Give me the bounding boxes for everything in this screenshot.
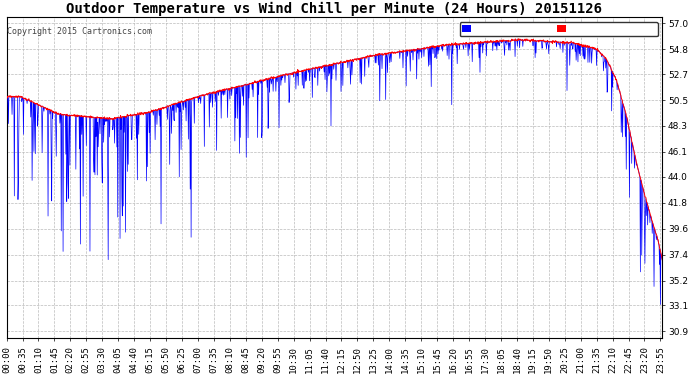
Text: Copyright 2015 Cartronics.com: Copyright 2015 Cartronics.com xyxy=(7,27,152,36)
Legend: Wind Chill (°F), Temperature (°F): Wind Chill (°F), Temperature (°F) xyxy=(460,22,658,36)
Title: Outdoor Temperature vs Wind Chill per Minute (24 Hours) 20151126: Outdoor Temperature vs Wind Chill per Mi… xyxy=(66,2,602,16)
